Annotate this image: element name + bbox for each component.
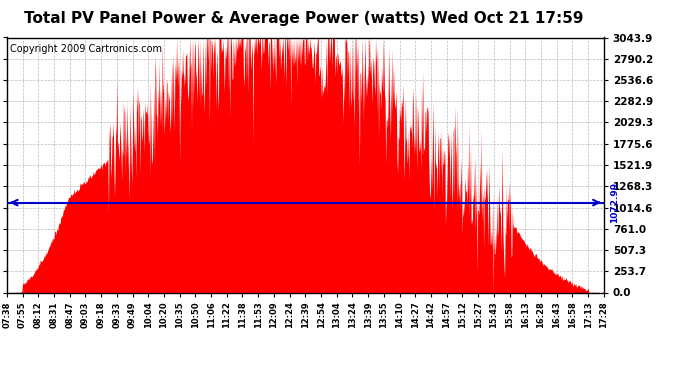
Text: 1072.99: 1072.99	[0, 182, 1, 223]
Text: Copyright 2009 Cartronics.com: Copyright 2009 Cartronics.com	[10, 44, 162, 54]
Text: Total PV Panel Power & Average Power (watts) Wed Oct 21 17:59: Total PV Panel Power & Average Power (wa…	[24, 11, 583, 26]
Text: 1072.99: 1072.99	[610, 182, 619, 223]
